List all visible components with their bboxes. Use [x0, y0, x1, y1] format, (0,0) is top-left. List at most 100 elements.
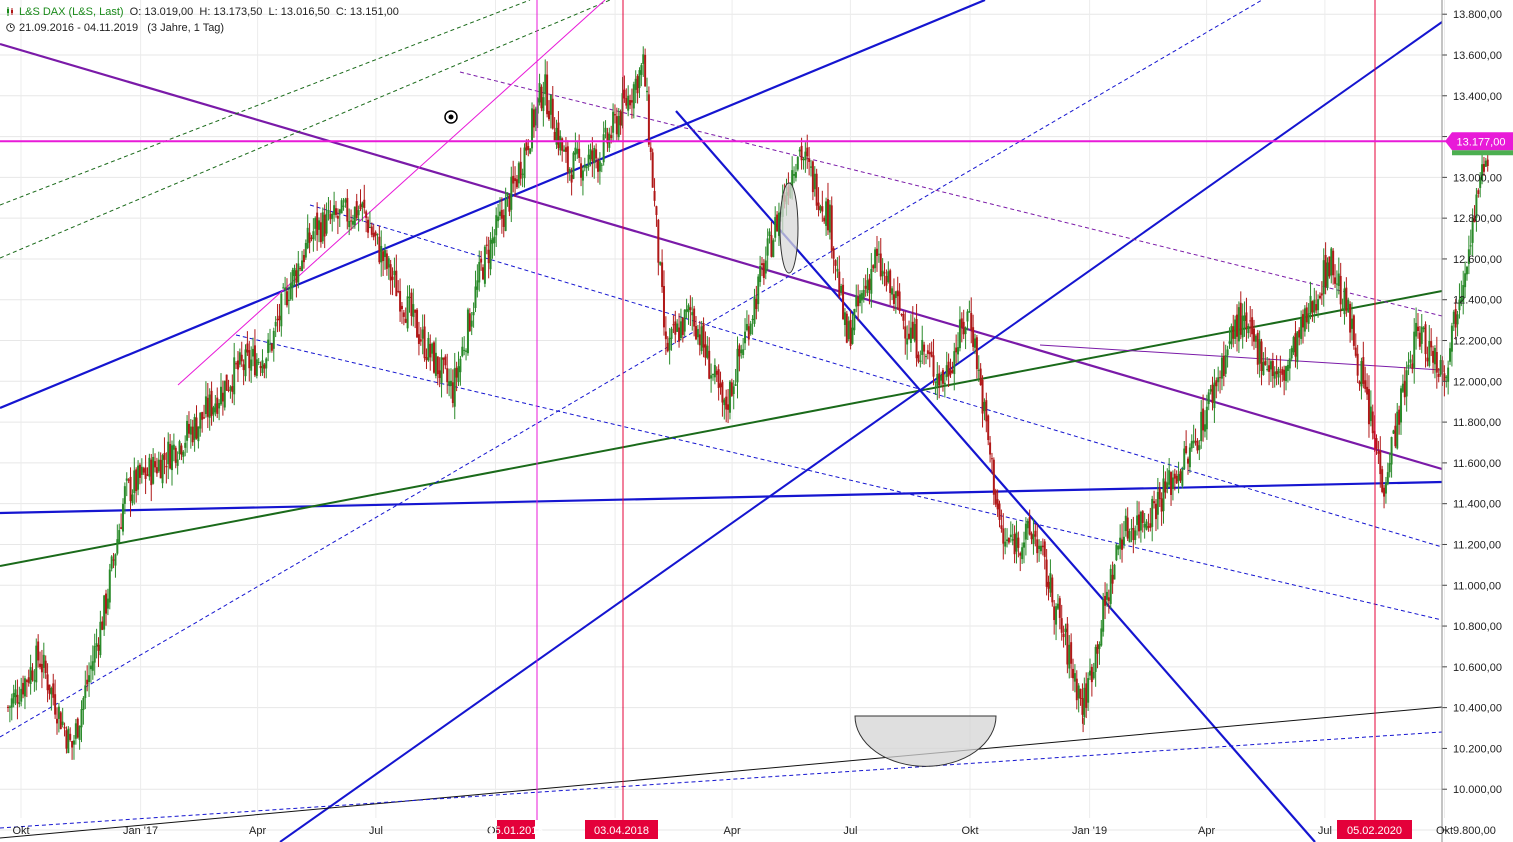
candle-body	[1334, 277, 1337, 284]
candle-body	[110, 556, 113, 569]
candle-body	[1273, 371, 1276, 379]
candle-body	[1351, 318, 1354, 329]
candle-body	[10, 698, 13, 708]
candle-body	[223, 380, 226, 408]
candle-body	[1236, 314, 1239, 337]
candle-body	[261, 360, 264, 373]
candle-body	[340, 200, 343, 214]
candle-body	[962, 321, 965, 335]
candle-body	[448, 381, 451, 386]
candle-body	[412, 304, 415, 317]
candle-body	[44, 660, 47, 674]
candle-body	[572, 152, 575, 179]
candle-body	[1484, 160, 1487, 167]
candle-body	[314, 217, 317, 229]
candle-body	[238, 352, 241, 365]
candle-body	[826, 199, 829, 231]
candle-body	[919, 360, 922, 362]
candle-body	[640, 65, 643, 75]
candle-body	[338, 209, 341, 214]
candle-body	[440, 357, 443, 383]
candle-body	[1092, 671, 1095, 679]
candle-body	[1173, 473, 1176, 479]
candle-body	[593, 148, 596, 163]
candle-body	[287, 299, 290, 302]
candle-body	[576, 148, 579, 154]
candle-body	[1006, 539, 1009, 542]
candle-body	[949, 370, 952, 375]
candle-body	[133, 470, 136, 494]
y-tick-label: 11.200,00	[1453, 539, 1501, 551]
candle-body	[762, 263, 765, 278]
candle-body	[416, 309, 419, 338]
candle-body	[233, 357, 236, 395]
candle-body	[174, 447, 177, 463]
candle-body	[393, 270, 396, 276]
candle-body	[380, 245, 383, 263]
candle-body	[361, 202, 364, 208]
candle-body	[840, 286, 843, 293]
candle-body	[423, 326, 426, 359]
magenta-trend-line	[177, 0, 606, 386]
candle-body	[1449, 348, 1452, 362]
candle-body	[1194, 441, 1197, 443]
candle-body	[1298, 329, 1301, 338]
candle-body	[1415, 322, 1418, 337]
candle-body	[327, 210, 330, 214]
x-tick-label: Okt	[12, 825, 29, 837]
candle-body	[894, 291, 897, 299]
candle-body	[137, 465, 140, 490]
candle-body	[646, 90, 649, 93]
candle-body	[333, 205, 336, 215]
blue-uptrend-line	[0, 0, 986, 410]
candle-body	[549, 94, 552, 115]
candle-body	[210, 390, 213, 417]
candle-body	[291, 269, 294, 288]
candle-body	[595, 149, 598, 159]
candle-body	[125, 478, 128, 481]
candle-body	[1154, 503, 1157, 520]
candle-body	[657, 219, 660, 263]
candle-body	[1481, 164, 1484, 181]
candle-body	[453, 368, 456, 407]
candle-body	[240, 354, 243, 362]
candle-body	[446, 368, 449, 383]
candle-body	[923, 344, 926, 352]
candle-body	[253, 345, 256, 376]
candle-body	[606, 132, 609, 144]
candle-body	[904, 326, 907, 339]
candle-body	[276, 318, 279, 321]
candle-body	[1260, 341, 1263, 372]
candle-body	[532, 109, 535, 128]
candle-body	[834, 260, 837, 266]
candle-body	[1215, 380, 1218, 387]
candle-body	[883, 272, 886, 274]
candle-body	[531, 108, 534, 149]
candle-body	[302, 254, 305, 263]
candle-body	[384, 250, 386, 258]
candle-body	[1392, 430, 1395, 434]
candle-body	[561, 138, 564, 151]
candle-body	[150, 459, 153, 486]
candle-body	[1111, 574, 1114, 584]
candle-body	[18, 702, 21, 705]
candle-body	[1437, 374, 1440, 377]
candle-body	[1332, 250, 1335, 276]
candle-body	[924, 356, 927, 358]
candle-body	[691, 312, 694, 316]
candle-body	[647, 94, 650, 145]
candle-body	[723, 399, 726, 406]
candle-body	[299, 268, 302, 270]
candle-body	[1066, 623, 1069, 665]
candle-body	[542, 97, 545, 111]
candle-body	[519, 161, 522, 179]
candle-body	[1166, 482, 1169, 489]
candle-body	[1213, 382, 1216, 409]
candle-body	[951, 369, 954, 373]
y-tick-label: 12.000,00	[1453, 376, 1502, 388]
candle-body	[169, 444, 172, 469]
candle-body	[1021, 547, 1024, 560]
candle-body	[512, 175, 515, 184]
